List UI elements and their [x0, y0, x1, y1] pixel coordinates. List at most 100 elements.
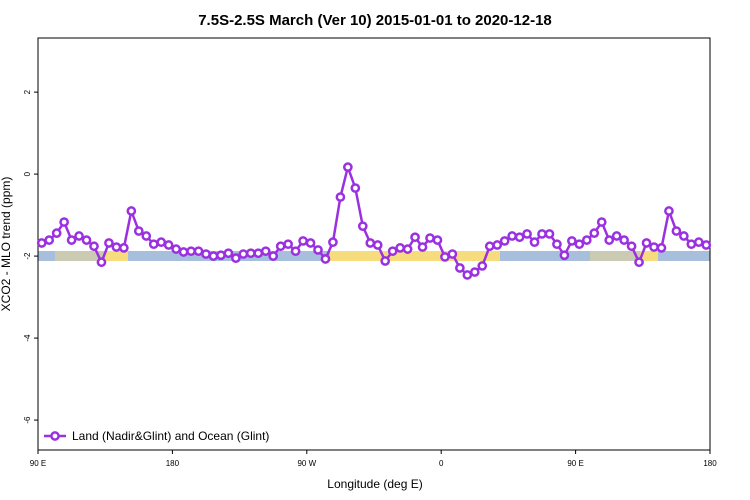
x-tick-label: 90 E — [567, 459, 583, 468]
data-point — [253, 248, 264, 259]
data-point — [626, 241, 637, 252]
data-point — [656, 243, 667, 253]
data-point — [275, 241, 286, 252]
data-point — [59, 217, 69, 227]
data-point — [89, 241, 99, 252]
x-axis-label: Longitude (deg E) — [327, 477, 422, 491]
data-point — [357, 221, 368, 232]
y-axis-label: XCO2 - MLO trend (ppm) — [0, 177, 13, 312]
data-point — [133, 226, 144, 236]
data-point — [201, 249, 211, 259]
x-tick-label: 90 W — [297, 459, 316, 468]
data-point — [440, 252, 450, 262]
data-point — [552, 239, 562, 250]
data-point — [559, 250, 570, 261]
data-point — [679, 231, 689, 241]
data-point — [186, 246, 196, 257]
surface-band — [38, 251, 710, 261]
data-point — [148, 239, 159, 250]
data-point — [51, 228, 62, 238]
data-point — [305, 238, 316, 248]
data-point — [507, 231, 517, 241]
data-point — [238, 249, 249, 259]
data-point — [462, 270, 473, 280]
data-point — [641, 238, 652, 248]
data-point — [589, 228, 600, 238]
data-point — [223, 248, 234, 259]
data-point — [163, 240, 174, 250]
data-point — [701, 240, 712, 250]
data-point — [596, 217, 607, 227]
data-point — [693, 237, 704, 248]
legend-label: Land (Nadir&Glint) and Ocean (Glint) — [72, 429, 269, 443]
data-point — [619, 235, 629, 245]
x-tick-label: 0 — [439, 459, 444, 468]
x-tick-label: 180 — [166, 459, 180, 468]
data-point — [544, 229, 555, 239]
data-point — [231, 253, 241, 263]
data-point — [208, 251, 219, 261]
data-point — [649, 242, 659, 252]
data-point — [245, 248, 256, 259]
data-point — [611, 231, 622, 241]
x-tick-label: 90 E — [30, 459, 46, 468]
data-point — [499, 236, 510, 246]
data-point — [350, 183, 361, 193]
y-tick-label: -4 — [23, 334, 32, 342]
data-point — [574, 239, 585, 250]
data-point — [156, 237, 167, 248]
data-point — [484, 241, 495, 252]
data-point — [432, 235, 443, 245]
data-point — [477, 261, 488, 271]
data-point — [66, 235, 77, 245]
y-tick-label: -6 — [23, 416, 32, 424]
data-point — [402, 244, 413, 254]
data-point — [529, 237, 540, 248]
data-point — [260, 246, 271, 257]
data-point — [298, 236, 308, 246]
data-point — [469, 267, 480, 277]
y-tick-label: 2 — [23, 89, 32, 94]
land-band — [105, 251, 128, 261]
chart-title: 7.5S-2.5S March (Ver 10) 2015-01-01 to 2… — [198, 12, 552, 29]
data-point — [664, 206, 674, 216]
data-point — [283, 239, 293, 250]
data-point — [81, 235, 92, 245]
data-point — [380, 256, 391, 266]
data-point — [537, 229, 547, 239]
data-point — [328, 237, 338, 248]
data-point — [634, 257, 644, 268]
data-point — [96, 257, 107, 268]
data-point — [417, 242, 428, 252]
data-point — [567, 236, 577, 246]
land-band — [55, 251, 105, 261]
data-point — [522, 229, 532, 239]
data-point — [290, 246, 301, 257]
land-band — [590, 251, 640, 261]
data-point — [104, 238, 114, 248]
data-point — [492, 240, 503, 250]
data-point — [387, 246, 398, 257]
data-point — [74, 231, 84, 241]
data-point — [320, 254, 331, 264]
data-point — [171, 244, 181, 254]
data-point — [335, 192, 346, 202]
data-point — [313, 245, 323, 255]
data-point — [395, 243, 405, 253]
data-point — [372, 240, 383, 250]
data-point — [268, 251, 279, 261]
data-point — [410, 232, 420, 243]
data-point — [671, 226, 682, 236]
data-point — [126, 206, 137, 216]
data-point — [111, 242, 122, 252]
data-point — [365, 238, 376, 248]
land-band — [640, 251, 658, 261]
data-point — [178, 247, 189, 257]
data-point — [44, 235, 55, 245]
x-tick-label: 180 — [703, 459, 717, 468]
data-point — [119, 243, 129, 253]
data-point — [193, 246, 204, 257]
data-point — [141, 231, 152, 241]
data-point — [686, 239, 697, 250]
y-tick-label: -2 — [23, 252, 32, 260]
